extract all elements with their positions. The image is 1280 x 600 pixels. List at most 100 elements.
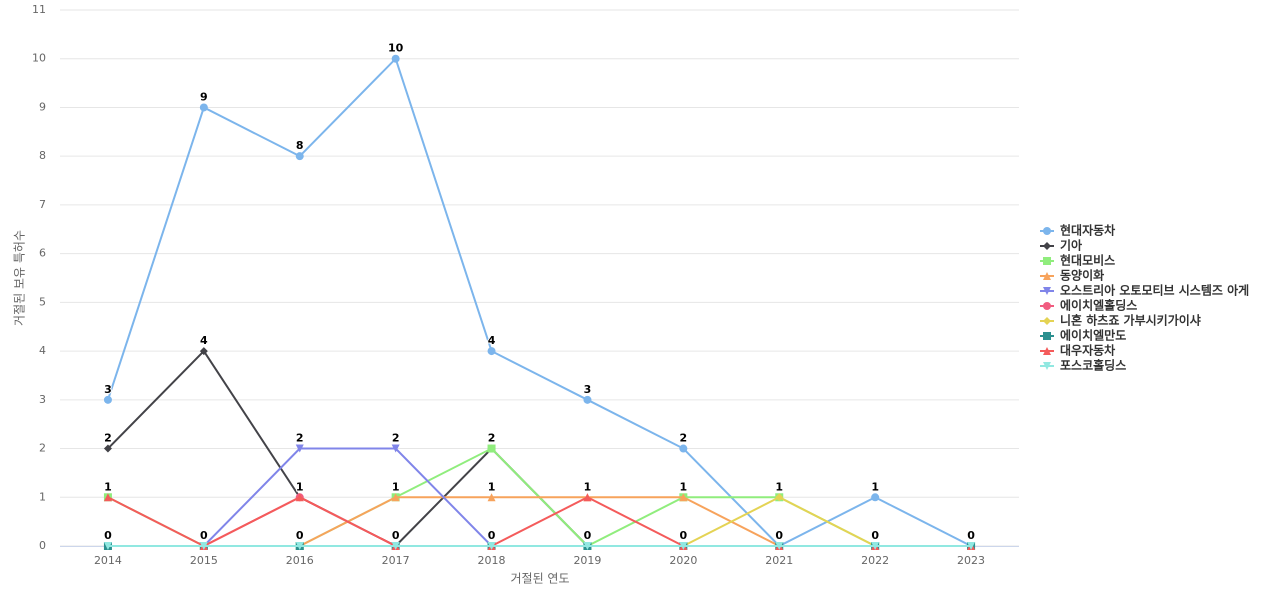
legend-label: 에이치엘홀딩스 xyxy=(1060,298,1137,313)
y-tick-label: 0 xyxy=(39,539,46,552)
series-line xyxy=(107,496,972,548)
marker xyxy=(871,542,880,550)
x-tick-label: 2020 xyxy=(669,554,697,567)
data-label: 1 xyxy=(775,480,783,493)
data-label: 1 xyxy=(392,480,400,493)
y-tick-label: 2 xyxy=(39,442,46,455)
x-tick-label: 2015 xyxy=(190,554,218,567)
legend-label: 현대자동차 xyxy=(1060,223,1115,238)
y-tick-label: 9 xyxy=(39,100,46,113)
marker xyxy=(487,444,496,453)
marker xyxy=(487,542,496,550)
marker xyxy=(199,347,208,356)
legend-marker xyxy=(1043,347,1051,355)
y-tick-label: 3 xyxy=(39,393,46,406)
data-label: 2 xyxy=(392,432,400,445)
marker xyxy=(295,152,304,161)
data-label: 1 xyxy=(584,480,592,493)
x-axis-title: 거절된 연도 xyxy=(510,572,569,586)
data-label: 1 xyxy=(680,480,688,493)
marker xyxy=(103,395,112,404)
data-label: 4 xyxy=(488,334,496,347)
data-label: 10 xyxy=(388,42,404,55)
marker xyxy=(103,444,112,453)
data-label: 9 xyxy=(200,90,208,103)
marker xyxy=(775,542,784,550)
marker xyxy=(871,493,880,502)
x-tick-label: 2018 xyxy=(478,554,506,567)
data-label: 0 xyxy=(392,529,400,542)
data-label: 0 xyxy=(200,529,208,542)
legend-marker xyxy=(1043,257,1051,265)
legend-label: 동양이화 xyxy=(1060,268,1104,283)
legend-marker xyxy=(1043,302,1051,310)
x-tick-label: 2016 xyxy=(286,554,314,567)
x-tick-label: 2019 xyxy=(573,554,601,567)
legend-marker xyxy=(1043,317,1051,325)
marker xyxy=(295,542,304,550)
y-tick-label: 6 xyxy=(39,247,46,260)
data-label: 0 xyxy=(104,529,112,542)
legend-label: 에이치엘만도 xyxy=(1060,328,1126,343)
marker xyxy=(199,542,208,550)
data-label: 0 xyxy=(488,529,496,542)
legend-label: 현대모비스 xyxy=(1060,253,1115,268)
data-label: 1 xyxy=(296,480,304,493)
marker xyxy=(199,103,208,112)
marker xyxy=(103,493,112,502)
data-label: 2 xyxy=(296,432,304,445)
marker xyxy=(679,493,688,502)
data-label: 1 xyxy=(488,480,496,493)
marker xyxy=(679,542,688,550)
legend-label: 오스트리아 오토모티브 시스템즈 아게 xyxy=(1060,283,1249,298)
legend-marker xyxy=(1043,287,1051,295)
x-tick-label: 2017 xyxy=(382,554,410,567)
x-tick-label: 2021 xyxy=(765,554,793,567)
data-label: 3 xyxy=(584,383,592,396)
marker xyxy=(583,395,592,404)
y-tick-label: 10 xyxy=(32,52,46,65)
data-label: 0 xyxy=(296,529,304,542)
x-tick-label: 2022 xyxy=(861,554,889,567)
y-axis-title: 거절된 보유 특허수 xyxy=(13,230,27,326)
data-label: 4 xyxy=(200,334,208,347)
legend-marker xyxy=(1043,227,1051,235)
y-tick-label: 7 xyxy=(39,198,46,211)
y-tick-label: 4 xyxy=(39,344,46,357)
data-label: 2 xyxy=(488,432,496,445)
marker xyxy=(967,542,976,550)
y-tick-label: 1 xyxy=(39,490,46,503)
data-label: 0 xyxy=(775,529,783,542)
marker xyxy=(679,444,688,453)
legend-marker xyxy=(1043,272,1051,280)
marker xyxy=(391,54,400,63)
data-label: 1 xyxy=(104,480,112,493)
marker xyxy=(391,444,400,453)
data-label: 2 xyxy=(680,432,688,445)
legend-marker xyxy=(1043,242,1051,250)
y-tick-label: 8 xyxy=(39,149,46,162)
marker xyxy=(775,493,784,502)
legend-label: 기아 xyxy=(1060,238,1082,253)
marker xyxy=(391,542,400,550)
data-label: 3 xyxy=(104,383,112,396)
y-tick-label: 11 xyxy=(32,3,46,16)
legend-label: 니혼 하츠죠 가부시키가이샤 xyxy=(1060,313,1201,328)
legend-marker xyxy=(1043,332,1051,340)
y-tick-label: 5 xyxy=(39,295,46,308)
legend-marker xyxy=(1043,362,1051,370)
legend-label: 대우자동차 xyxy=(1060,343,1115,358)
data-label: 0 xyxy=(871,529,879,542)
legend-label: 포스코홀딩스 xyxy=(1060,358,1126,373)
marker xyxy=(583,493,592,502)
marker xyxy=(583,542,592,550)
x-tick-label: 2014 xyxy=(94,554,122,567)
data-label: 1 xyxy=(871,480,879,493)
data-label: 2 xyxy=(104,432,112,445)
marker xyxy=(487,347,496,356)
marker xyxy=(295,444,304,453)
